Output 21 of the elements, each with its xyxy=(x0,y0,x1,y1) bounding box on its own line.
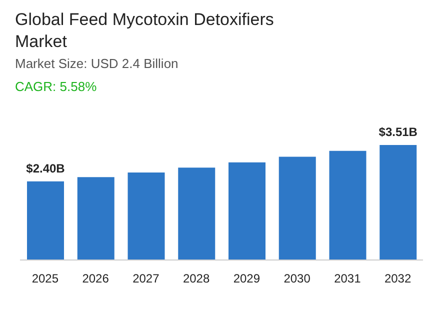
x-tick-label: 2026 xyxy=(82,272,110,286)
bar xyxy=(228,162,266,260)
x-tick-label: 2032 xyxy=(384,272,412,286)
data-label: $2.40B xyxy=(26,161,66,176)
x-tick-label: 2025 xyxy=(32,272,59,286)
x-tick-label: 2031 xyxy=(334,272,362,286)
chart-title: Global Feed Mycotoxin Detoxifiers Market xyxy=(15,9,275,53)
x-tick-label: 2030 xyxy=(284,272,311,286)
data-label: $3.51B xyxy=(378,125,418,139)
bar xyxy=(380,145,417,260)
chart-subtitle: Market Size: USD 2.4 Billion xyxy=(15,56,178,71)
bar xyxy=(77,177,114,260)
bar xyxy=(178,168,216,260)
x-tick-label: 2028 xyxy=(182,272,210,286)
x-tick-label: 2027 xyxy=(132,272,160,286)
bar xyxy=(128,172,165,260)
x-tick-label: 2029 xyxy=(233,272,260,286)
bar xyxy=(329,150,366,260)
text: CAGR: 5.58% xyxy=(15,79,97,94)
bar xyxy=(27,181,64,260)
bar xyxy=(278,156,316,260)
